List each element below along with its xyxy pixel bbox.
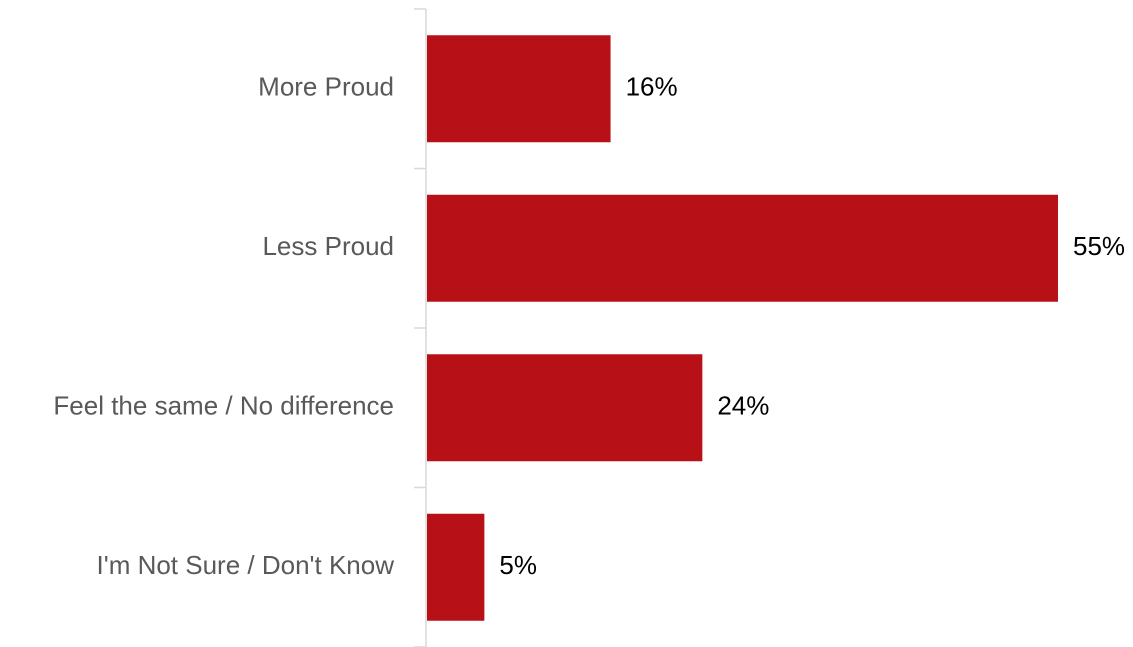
value-label: 5%: [499, 550, 537, 580]
axis-layer: [414, 8, 427, 647]
value-label: 24%: [717, 391, 769, 421]
bars-layer: [427, 35, 1058, 621]
category-label: I'm Not Sure / Don't Know: [97, 550, 395, 580]
category-label: Feel the same / No difference: [53, 391, 394, 421]
bar-0: [427, 35, 611, 143]
bar-2: [427, 354, 703, 462]
category-label: More Proud: [258, 72, 394, 102]
bar-1: [427, 194, 1058, 302]
value-label: 55%: [1073, 231, 1125, 261]
category-label: Less Proud: [262, 231, 394, 261]
value-label: 16%: [626, 72, 678, 102]
bar-3: [427, 513, 485, 621]
labels-layer: More Proud 16% Less Proud 55% Feel the same …: [53, 72, 1125, 581]
